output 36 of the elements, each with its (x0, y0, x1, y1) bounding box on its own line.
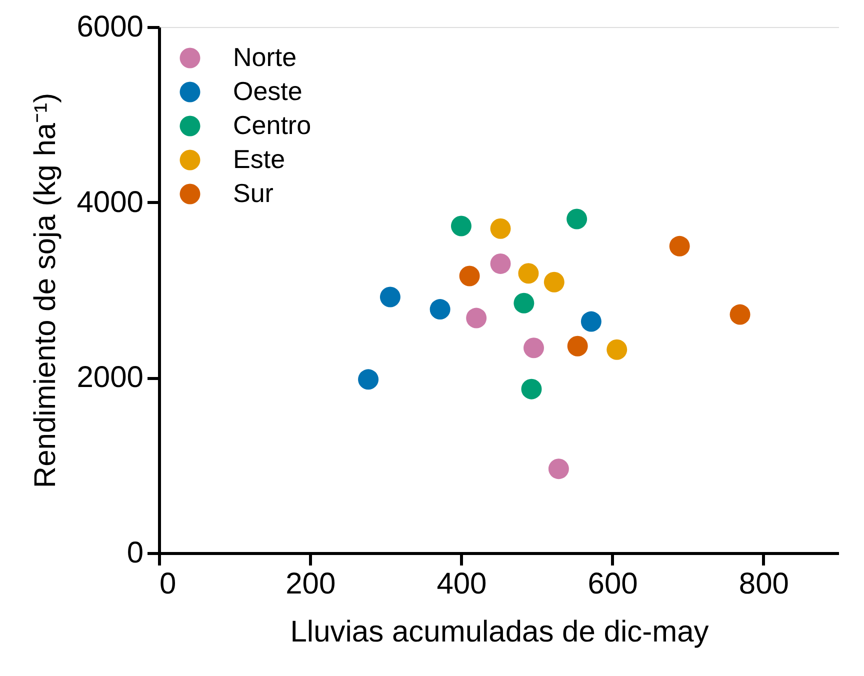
legend-label: Sur (233, 178, 274, 208)
x-tick-label: 600 (588, 568, 638, 600)
x-tick-label: 200 (286, 568, 336, 600)
point (548, 458, 569, 480)
point (490, 253, 511, 274)
point (490, 218, 511, 239)
x-tick-label: 0 (160, 568, 176, 600)
point (380, 286, 400, 308)
point (521, 378, 542, 400)
point (567, 336, 588, 356)
point (544, 272, 564, 292)
x-tick-label: 400 (436, 568, 487, 600)
point (514, 292, 534, 314)
point (730, 304, 750, 325)
y-tick-label: 2000 (76, 361, 144, 394)
point (450, 216, 472, 236)
x-tick-label: 800 (738, 568, 789, 600)
point (466, 308, 487, 328)
y-axis-title: Rendimiento de soja (kg ha⁻¹) (28, 92, 62, 488)
legend-label: Este (233, 144, 286, 174)
point (606, 339, 628, 360)
legend-label: Oeste (233, 76, 302, 106)
point (669, 236, 690, 256)
legend-label: Norte (233, 42, 297, 72)
point (459, 266, 480, 286)
y-tick-label: 6000 (76, 10, 144, 44)
legend-label: Centro (233, 110, 312, 140)
point (566, 208, 588, 230)
x-axis-title: Lluvias acumuladas de dic-may (290, 616, 709, 648)
point (580, 311, 602, 332)
point (524, 338, 544, 358)
point (518, 263, 539, 284)
point (430, 299, 450, 320)
point (358, 369, 379, 390)
y-tick-label: 0 (126, 536, 144, 570)
y-tick-label: 4000 (76, 186, 144, 219)
